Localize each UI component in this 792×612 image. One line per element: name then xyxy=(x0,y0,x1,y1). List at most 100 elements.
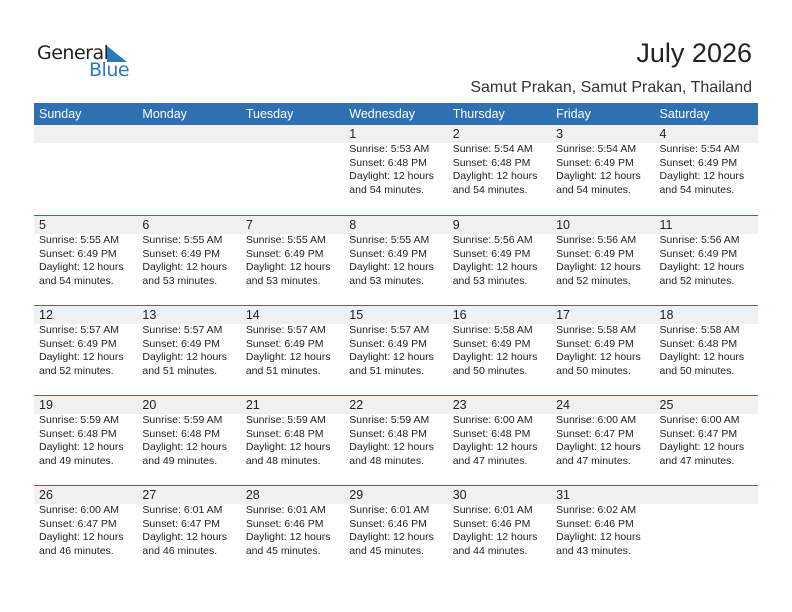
day-number: 28 xyxy=(245,488,260,502)
weekday-friday: Friday xyxy=(556,107,591,121)
logo-text-blue: Blue xyxy=(89,59,130,81)
sunrise-text: Sunrise: 5:55 AM xyxy=(349,234,430,246)
daylight-text: and 50 minutes. xyxy=(556,364,631,377)
day-number: 9 xyxy=(452,218,460,232)
day-number-band xyxy=(34,125,758,143)
daylight-text: Daylight: 12 hours xyxy=(349,441,434,453)
day-number-band xyxy=(34,396,758,414)
day-cell: 18 Sunrise: 5:58 AM Sunset: 6:48 PM Dayligh… xyxy=(655,306,758,378)
daylight-text: Daylight: 12 hours xyxy=(39,441,124,453)
day-cell: 23 Sunrise: 6:00 AM Sunset: 6:48 PM Dayligh… xyxy=(448,396,551,468)
day-cell: 5 Sunrise: 5:55 AM Sunset: 6:49 PM Daylight… xyxy=(34,216,137,288)
day-cell: 3 Sunrise: 5:54 AM Sunset: 6:49 PM Daylight… xyxy=(551,125,654,197)
sunrise-text: Sunrise: 6:01 AM xyxy=(349,504,430,516)
day-number: 30 xyxy=(452,488,467,502)
daylight-text: Daylight: 12 hours xyxy=(349,261,434,273)
day-number: 26 xyxy=(39,488,53,502)
daylight-text: and 54 minutes. xyxy=(39,274,114,287)
daylight-text: and 51 minutes. xyxy=(245,364,321,377)
day-number: 29 xyxy=(349,488,364,502)
daylight-text: Daylight: 12 hours xyxy=(452,170,538,182)
daylight-text: Daylight: 12 hours xyxy=(556,170,641,182)
day-cell: 19 Sunrise: 5:59 AM Sunset: 6:48 PM Dayligh… xyxy=(34,396,137,468)
day-number: 13 xyxy=(142,308,157,322)
daylight-text: and 45 minutes. xyxy=(245,544,321,557)
daylight-text: Daylight: 12 hours xyxy=(245,531,331,543)
daylight-text: and 46 minutes. xyxy=(39,544,114,557)
daylight-text: Daylight: 12 hours xyxy=(556,441,641,453)
day-cell: 9 Sunrise: 5:56 AM Sunset: 6:49 PM Daylight… xyxy=(448,216,551,288)
daylight-text: and 47 minutes. xyxy=(556,454,631,467)
day-cell: 20 Sunrise: 5:59 AM Sunset: 6:48 PM Dayligh… xyxy=(137,396,240,468)
day-number-band xyxy=(34,216,758,234)
sunrise-text: Sunrise: 5:54 AM xyxy=(452,143,533,155)
sunrise-text: Sunrise: 6:02 AM xyxy=(556,504,637,516)
weekday-saturday: Saturday xyxy=(659,107,710,121)
daylight-text: Daylight: 12 hours xyxy=(142,531,228,543)
day-number: 31 xyxy=(556,488,571,502)
daylight-text: and 46 minutes. xyxy=(142,544,218,557)
daylight-text: and 52 minutes. xyxy=(556,274,631,287)
day-cell: 15 Sunrise: 5:57 AM Sunset: 6:49 PM Dayligh… xyxy=(344,306,447,378)
sunrise-text: Sunrise: 5:58 AM xyxy=(659,324,740,336)
day-cell: 17 Sunrise: 5:58 AM Sunset: 6:49 PM Dayligh… xyxy=(551,306,654,378)
sunset-text: Sunset: 6:48 PM xyxy=(349,156,427,169)
daylight-text: Daylight: 12 hours xyxy=(349,531,434,543)
logo-text-general: General xyxy=(37,42,109,64)
sunset-text: Sunset: 6:49 PM xyxy=(659,156,738,169)
sunrise-text: Sunrise: 5:55 AM xyxy=(142,234,223,246)
daylight-text: and 52 minutes. xyxy=(659,274,735,287)
week-row: 26 Sunrise: 6:00 AM Sunset: 6:47 PM Dayligh… xyxy=(34,485,758,575)
daylight-text: Daylight: 12 hours xyxy=(659,170,745,182)
day-cell: 4 Sunrise: 5:54 AM Sunset: 6:49 PM Daylight… xyxy=(655,125,758,197)
daylight-text: and 53 minutes. xyxy=(452,274,528,287)
sunrise-text: Sunrise: 6:01 AM xyxy=(452,504,533,516)
daylight-text: Daylight: 12 hours xyxy=(39,531,124,543)
daylight-text: Daylight: 12 hours xyxy=(142,261,228,273)
day-number-band xyxy=(34,486,758,504)
sunrise-text: Sunrise: 5:59 AM xyxy=(349,414,430,426)
empty-day-cell xyxy=(655,486,758,558)
day-number: 4 xyxy=(659,127,667,141)
weekday-tuesday: Tuesday xyxy=(245,107,294,121)
sunset-text: Sunset: 6:49 PM xyxy=(452,337,531,350)
day-number: 8 xyxy=(349,218,357,232)
day-number: 18 xyxy=(659,308,674,322)
daylight-text: and 53 minutes. xyxy=(245,274,321,287)
daylight-text: Daylight: 12 hours xyxy=(659,261,745,273)
day-cell: 12 Sunrise: 5:57 AM Sunset: 6:49 PM Dayligh… xyxy=(34,306,137,378)
day-cell: 22 Sunrise: 5:59 AM Sunset: 6:48 PM Dayligh… xyxy=(344,396,447,468)
day-number: 23 xyxy=(452,398,467,412)
sunrise-text: Sunrise: 5:58 AM xyxy=(452,324,533,336)
sunrise-text: Sunrise: 5:59 AM xyxy=(245,414,326,426)
day-number: 16 xyxy=(452,308,467,322)
day-cell: 2 Sunrise: 5:54 AM Sunset: 6:48 PM Daylight… xyxy=(448,125,551,197)
day-cell: 25 Sunrise: 6:00 AM Sunset: 6:47 PM Dayligh… xyxy=(655,396,758,468)
sunset-text: Sunset: 6:49 PM xyxy=(39,337,117,350)
day-cell: 16 Sunrise: 5:58 AM Sunset: 6:49 PM Dayligh… xyxy=(448,306,551,378)
weekday-wednesday: Wednesday xyxy=(349,107,416,121)
sunrise-text: Sunrise: 5:55 AM xyxy=(39,234,119,246)
daylight-text: and 51 minutes. xyxy=(349,364,424,377)
daylight-text: Daylight: 12 hours xyxy=(245,441,331,453)
daylight-text: and 53 minutes. xyxy=(142,274,218,287)
daylight-text: and 52 minutes. xyxy=(39,364,114,377)
sunset-text: Sunset: 6:48 PM xyxy=(245,427,324,440)
sunset-text: Sunset: 6:49 PM xyxy=(349,337,427,350)
day-number: 12 xyxy=(39,308,53,322)
day-number: 14 xyxy=(245,308,260,322)
daylight-text: Daylight: 12 hours xyxy=(659,441,745,453)
sunset-text: Sunset: 6:48 PM xyxy=(659,337,738,350)
sunrise-text: Sunrise: 6:00 AM xyxy=(39,504,119,516)
page-title: July 2026 xyxy=(636,38,752,68)
sunset-text: Sunset: 6:47 PM xyxy=(659,427,738,440)
day-number: 21 xyxy=(245,398,260,412)
day-cell: 27 Sunrise: 6:01 AM Sunset: 6:47 PM Dayligh… xyxy=(137,486,240,558)
day-cell: 31 Sunrise: 6:02 AM Sunset: 6:46 PM Dayligh… xyxy=(551,486,654,558)
daylight-text: Daylight: 12 hours xyxy=(245,351,331,363)
daylight-text: Daylight: 12 hours xyxy=(349,170,434,182)
sunset-text: Sunset: 6:49 PM xyxy=(142,247,221,260)
sunset-text: Sunset: 6:47 PM xyxy=(556,427,634,440)
week-row: 19 Sunrise: 5:59 AM Sunset: 6:48 PM Dayligh… xyxy=(34,395,758,485)
daylight-text: Daylight: 12 hours xyxy=(452,441,538,453)
